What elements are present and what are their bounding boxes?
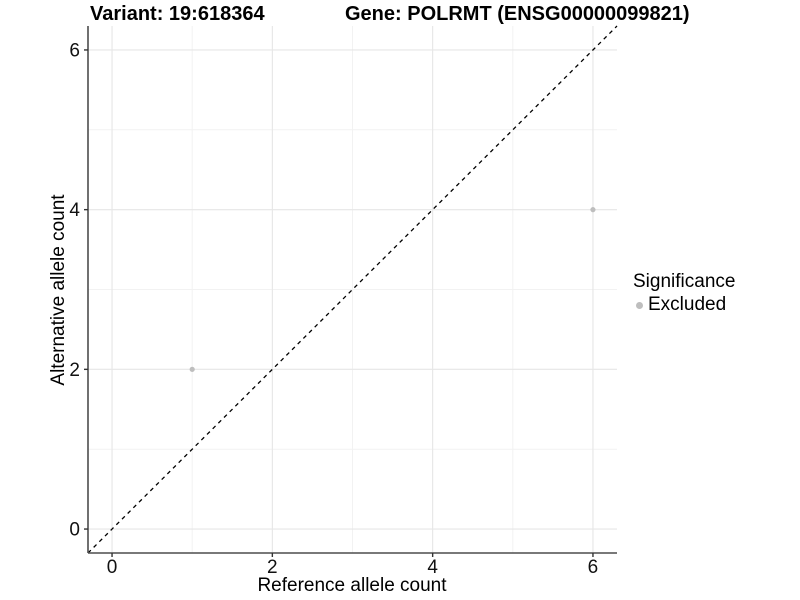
- data-points-layer: [189, 207, 596, 372]
- axis-lines-layer: [87, 26, 617, 554]
- legend-item-excluded: Excluded: [633, 294, 735, 316]
- data-point: [590, 207, 596, 213]
- gene-title: Gene: POLRMT (ENSG00000099821): [345, 3, 690, 25]
- legend-title: Significance: [633, 271, 736, 292]
- tick-labels-layer: 0 2 4 6 0 2 4 6: [69, 40, 598, 578]
- y-tick-label: 6: [69, 40, 80, 61]
- x-tick-label: 2: [267, 557, 278, 578]
- tick-marks-layer: [84, 49, 594, 557]
- y-tick-label: 0: [69, 520, 80, 541]
- data-point: [189, 366, 195, 372]
- y-tick-label: 2: [69, 360, 80, 381]
- variant-title: Variant: 19:618364: [90, 3, 265, 25]
- x-tick-label: 0: [107, 557, 118, 578]
- legend-item-label: Excluded: [648, 294, 727, 315]
- excluded-point-swatch-icon: [636, 301, 643, 309]
- x-tick-label: 6: [588, 557, 599, 578]
- gridlines-major: [88, 26, 617, 553]
- legend: Significance Excluded: [633, 271, 735, 316]
- x-axis-title: Reference allele count: [257, 575, 447, 596]
- y-tick-label: 4: [69, 200, 80, 221]
- gridlines-minor: [88, 26, 617, 553]
- x-tick-label: 4: [427, 557, 438, 578]
- y-axis-title: Alternative allele count: [48, 194, 69, 386]
